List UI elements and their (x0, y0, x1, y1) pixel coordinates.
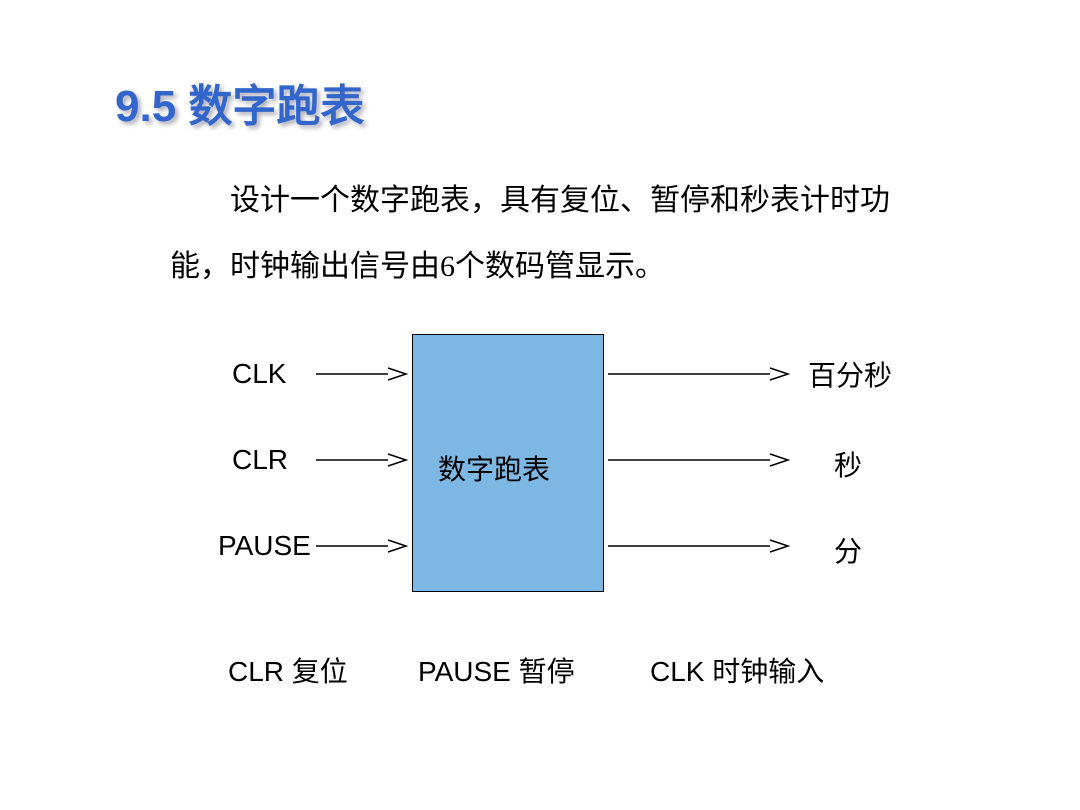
output-label-0: 百分秒 (808, 354, 892, 394)
input-label-clr: CLR (232, 444, 288, 476)
input-arrow-clr (316, 452, 408, 468)
output-label-1: 秒 (834, 444, 862, 484)
slide-title: 9.5 数字跑表 (115, 70, 364, 134)
output-arrow-0 (608, 366, 790, 382)
output-arrow-1 (608, 452, 790, 468)
legend-item-2: CLK 时钟输入 (650, 650, 824, 690)
slide-description: 设计一个数字跑表，具有复位、暂停和秒表计时功能，时钟输出信号由6个数码管显示。 (170, 168, 930, 300)
output-arrow-2 (608, 538, 790, 554)
input-label-pause: PAUSE (218, 530, 311, 562)
output-label-2: 分 (834, 530, 862, 570)
legend-item-0: CLR 复位 (228, 650, 348, 690)
input-arrow-clk (316, 366, 408, 382)
legend-item-1: PAUSE 暂停 (418, 650, 575, 690)
stopwatch-block-label: 数字跑表 (438, 448, 550, 488)
input-arrow-pause (316, 538, 408, 554)
input-label-clk: CLK (232, 358, 286, 390)
